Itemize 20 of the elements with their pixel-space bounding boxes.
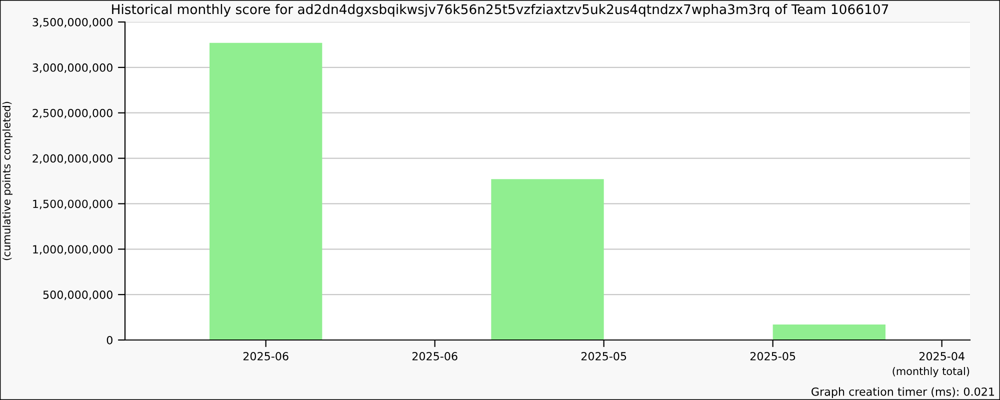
y-tick-label: 500,000,000 — [43, 290, 112, 300]
y-tick-label: 2,500,000,000 — [32, 108, 112, 118]
y-axis-title: (cumulative points completed) — [2, 102, 12, 260]
bar — [210, 42, 322, 340]
x-tick-label: 2025-04 — [919, 352, 964, 360]
y-tick-label: 1,000,000,000 — [33, 245, 112, 255]
y-tick-label: 1,500,000,000 — [33, 200, 112, 210]
x-axis-title: (monthly total) — [892, 367, 970, 378]
y-tick-label: 0 — [106, 336, 112, 344]
y-tick-label: 3,500,000,000 — [32, 18, 112, 28]
y-tick-label: 3,000,000,000 — [32, 63, 112, 73]
text: Graph creation timer (ms): 0.021 — [812, 387, 994, 398]
chart-title: Historical monthly score for ad2dn4dgxsbqikwsjv76k56n25t5vzfziaxtzv5uk2us4qtndzx7wpha3m3rq of Team 1066107 — [112, 4, 888, 17]
bar — [491, 179, 604, 340]
y-tick-label: 2,000,000,000 — [32, 154, 112, 164]
x-tick-label: 2025-05 — [581, 352, 626, 360]
bar — [772, 324, 886, 340]
x-tick-label: 2025-06 — [243, 352, 288, 360]
x-tick-label: 2025-06 — [412, 352, 458, 360]
x-tick-label: 2025-05 — [750, 352, 796, 360]
